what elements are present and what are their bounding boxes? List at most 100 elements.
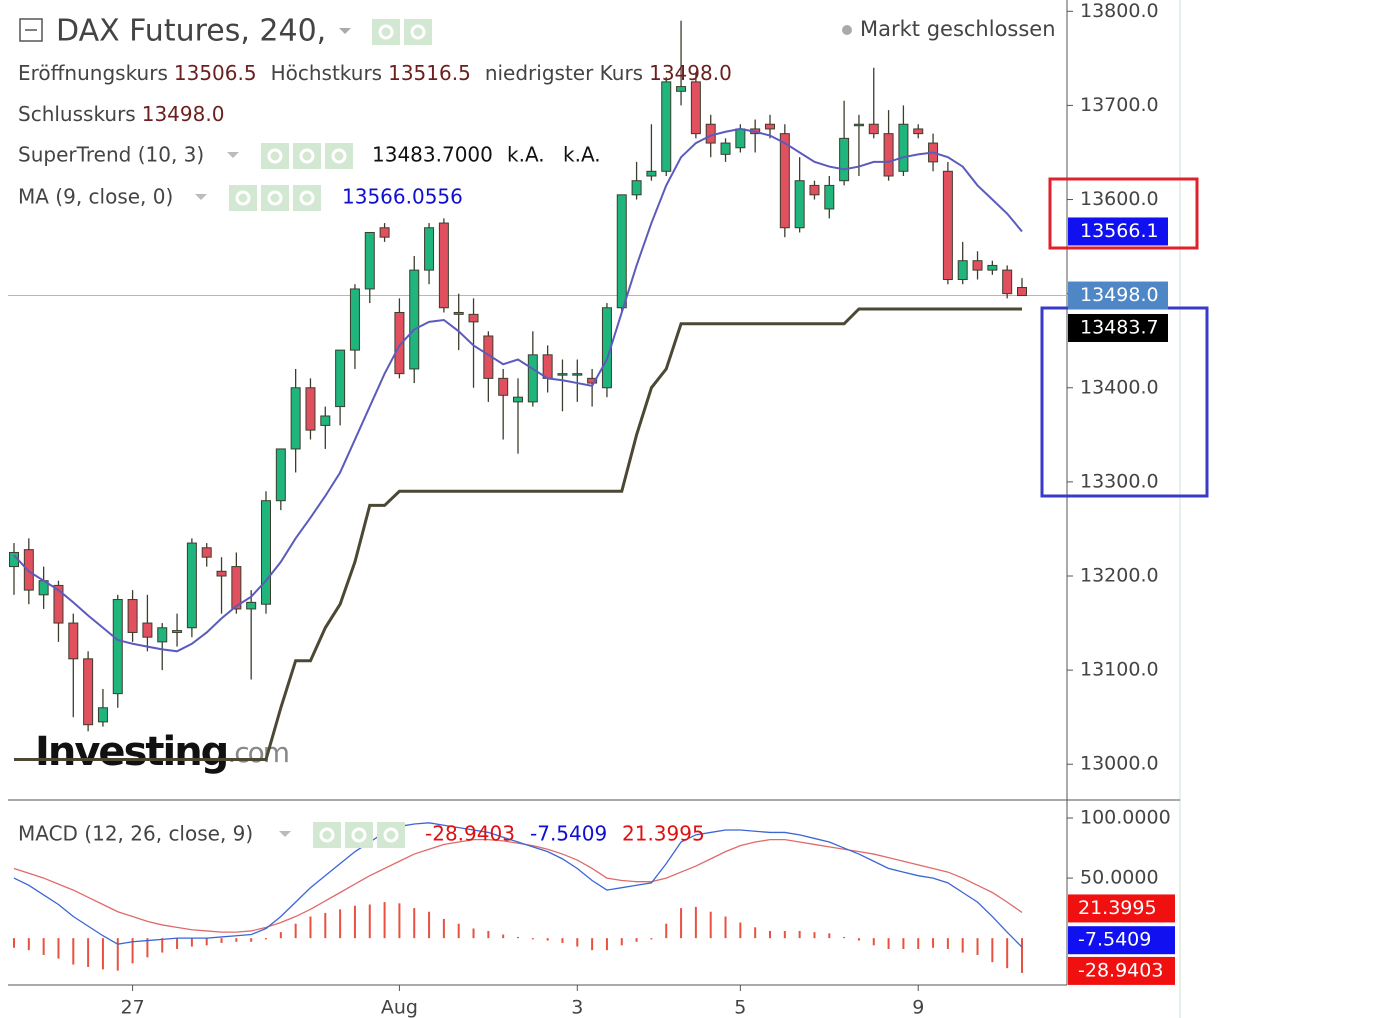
indicator-button[interactable] xyxy=(404,19,432,45)
candle-body xyxy=(261,500,271,605)
x-tick-label: 9 xyxy=(912,997,924,1018)
indicator-value: k.A. xyxy=(563,143,601,167)
candle-body xyxy=(186,542,197,629)
x-tick-label: Aug xyxy=(381,997,418,1018)
watermark: Investing.com xyxy=(35,729,288,775)
watermark-brand: Investing xyxy=(35,729,227,775)
candle-body xyxy=(1002,269,1013,295)
candle-body xyxy=(957,260,968,281)
price-badge-label: 13483.7 xyxy=(1080,316,1159,338)
candle-body xyxy=(172,630,183,633)
candle-body xyxy=(216,570,227,577)
indicator-button[interactable] xyxy=(372,19,400,45)
indicator-button[interactable] xyxy=(293,143,321,169)
dropdown-caret[interactable] xyxy=(279,831,291,837)
y-tick-label: 13700.0 xyxy=(1080,94,1159,116)
legend-text: Eröffnungskurs xyxy=(18,61,168,85)
candle-body xyxy=(705,123,716,144)
indicator-icon xyxy=(267,148,283,164)
macd-line xyxy=(13,822,1023,948)
candle-body xyxy=(53,584,64,624)
collapse-button[interactable] xyxy=(19,18,43,42)
candle-body xyxy=(987,264,998,271)
indicator-icon xyxy=(299,190,315,206)
dropdown-caret[interactable] xyxy=(227,152,239,158)
x-tick-label: 3 xyxy=(571,997,583,1018)
indicator-button[interactable] xyxy=(345,822,373,848)
y-tick-label: 13100.0 xyxy=(1080,659,1159,681)
indicator-value: -7.5409 xyxy=(530,822,607,846)
indicator-icon xyxy=(383,827,399,843)
y-tick-label: 13200.0 xyxy=(1080,565,1159,587)
indicator-name: SuperTrend (10, 3) xyxy=(18,143,204,167)
candle-body xyxy=(972,260,983,271)
price-badge xyxy=(1068,313,1168,342)
indicator-icon xyxy=(351,827,367,843)
price-badge xyxy=(1068,281,1168,310)
candle-body xyxy=(394,311,405,375)
indicator-button[interactable] xyxy=(229,185,257,211)
indicator-icon xyxy=(299,148,315,164)
candle-body xyxy=(676,86,687,92)
indicator-button[interactable] xyxy=(261,185,289,211)
indicator-value: 13483.7000 xyxy=(372,143,493,167)
candle-body xyxy=(157,627,168,643)
candle-body xyxy=(320,415,331,426)
indicator-button[interactable] xyxy=(261,143,289,169)
candle-body xyxy=(142,622,153,638)
indicator-name: MA (9, close, 0) xyxy=(18,185,173,209)
candle-body xyxy=(97,707,108,723)
status-dot xyxy=(842,25,852,35)
indicator-icon xyxy=(331,148,347,164)
candle-body xyxy=(631,180,642,196)
legend-text: 13506.5 xyxy=(174,61,257,85)
y-tick-label: 13000.0 xyxy=(1080,753,1159,775)
indicator-button[interactable] xyxy=(377,822,405,848)
indicator-value: 13566.0556 xyxy=(342,185,463,209)
indicator-icon xyxy=(267,190,283,206)
x-tick-label: 27 xyxy=(120,997,144,1018)
legend-row: Eröffnungskurs 13506.5 Höchstkurs 13516.5 ni… xyxy=(18,61,732,85)
dropdown-caret[interactable] xyxy=(195,194,207,200)
indicator-name: MACD (12, 26, close, 9) xyxy=(18,822,253,846)
y-tick-label: 100.0000 xyxy=(1080,807,1171,829)
macd-badge-label: -28.9403 xyxy=(1078,959,1163,981)
candle-body xyxy=(898,123,909,172)
candle-body xyxy=(453,311,464,315)
candle-body xyxy=(513,396,523,403)
legend-row: Schlusskurs 13498.0 xyxy=(18,102,224,126)
candle-body xyxy=(853,123,864,127)
legend-text: Schlusskurs xyxy=(18,102,136,126)
legend-text: niedrigster Kurs xyxy=(485,61,643,85)
candle-body xyxy=(246,601,257,610)
candle-body xyxy=(379,227,390,238)
candle-body xyxy=(468,313,479,323)
candle-body xyxy=(735,128,746,149)
y-tick-label: 13600.0 xyxy=(1080,188,1159,210)
candle-body xyxy=(661,81,672,172)
price-badge-label: 13498.0 xyxy=(1080,284,1159,306)
candle-body xyxy=(839,137,850,182)
candle-body xyxy=(883,133,894,177)
indicator-icon xyxy=(378,24,394,40)
signal-line xyxy=(13,838,1023,933)
price-badge-label: 13566.1 xyxy=(1080,220,1159,242)
indicator-icon xyxy=(319,827,335,843)
indicator-button[interactable] xyxy=(293,185,321,211)
legend-text: 13498.0 xyxy=(649,61,732,85)
candle-body xyxy=(112,599,123,695)
indicator-button[interactable] xyxy=(325,143,353,169)
candle-body xyxy=(305,387,316,431)
dropdown-caret[interactable] xyxy=(339,28,351,34)
indicator-line xyxy=(13,127,1023,653)
macd-badge xyxy=(1068,926,1175,955)
indicator-line xyxy=(14,307,1022,762)
indicator-value: -28.9403 xyxy=(425,822,515,846)
legend-text: 13498.0 xyxy=(142,102,225,126)
candle-body xyxy=(1017,287,1027,297)
indicator-button[interactable] xyxy=(313,822,341,848)
macd-badge-label: 21.3995 xyxy=(1078,897,1157,919)
indicator-icon xyxy=(235,190,251,206)
